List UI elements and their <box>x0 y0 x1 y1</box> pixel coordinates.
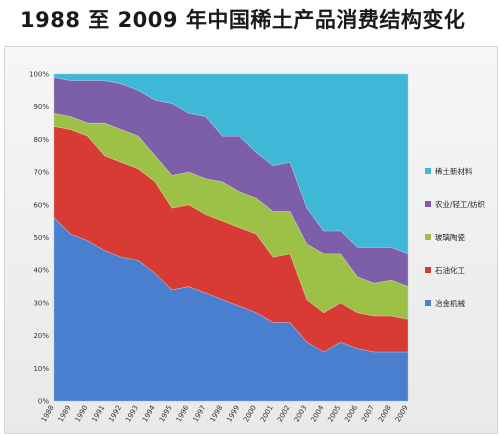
x-tick-label: 2002 <box>276 404 292 423</box>
x-tick-label: 2000 <box>242 404 258 423</box>
x-tick-label: 1993 <box>124 404 140 423</box>
x-tick-label: 2006 <box>343 404 359 424</box>
x-tick-label: 2009 <box>394 404 410 423</box>
area-series-4 <box>53 76 409 287</box>
x-tick-label: 1996 <box>175 404 191 424</box>
legend-swatch <box>425 300 431 306</box>
chart-title: 1988 至 2009 年中国稀土产品消费结构变化 <box>20 8 466 32</box>
area-series-5 <box>53 73 409 255</box>
legend-label: 农业/轻工/纺织 <box>435 199 486 209</box>
y-tick-label: 90% <box>33 103 49 111</box>
legend-swatch <box>425 234 431 240</box>
x-tick-label: 1992 <box>107 404 123 423</box>
y-tick-label: 70% <box>33 169 49 177</box>
legend-label: 冶金机械 <box>435 298 465 308</box>
x-tick-label: 1998 <box>208 404 224 423</box>
x-axis: 1988 1989 1990 1991 1992 1993 1994 1995 1996 1997… <box>40 404 410 424</box>
y-tick-label: 10% <box>33 365 49 373</box>
x-tick-label: 1994 <box>141 404 157 424</box>
x-tick-label: 1991 <box>90 404 106 423</box>
x-tick-label: 1990 <box>74 404 90 423</box>
x-tick-label: 2007 <box>360 404 376 423</box>
y-tick-label: 30% <box>33 299 49 307</box>
x-tick-label: 1988 <box>40 404 56 423</box>
x-tick-label: 2008 <box>377 404 393 423</box>
x-tick-label: 1999 <box>225 404 241 423</box>
y-tick-label: 60% <box>33 201 49 209</box>
legend-label: 石油化工 <box>435 265 465 275</box>
x-tick-label: 2005 <box>326 404 342 423</box>
x-tick-label: 1997 <box>192 404 208 423</box>
legend-swatch <box>425 168 431 174</box>
y-tick-label: 50% <box>33 234 49 242</box>
y-tick-label: 0% <box>38 398 49 406</box>
area-series-group <box>53 73 409 402</box>
y-tick-label: 20% <box>33 332 49 340</box>
area-series-1 <box>53 217 409 402</box>
y-tick-label: 40% <box>33 267 49 275</box>
x-tick-label: 1989 <box>57 404 73 423</box>
y-tick-label: 100% <box>29 71 49 79</box>
legend-label: 玻璃陶瓷 <box>435 232 465 242</box>
legend-label: 稀土新材料 <box>435 166 473 176</box>
legend-swatch <box>425 267 431 273</box>
y-tick-label: 80% <box>33 136 49 144</box>
x-tick-label: 2004 <box>310 404 326 424</box>
x-tick-label: 2001 <box>259 404 275 423</box>
x-tick-label: 2003 <box>293 404 309 423</box>
legend-swatch <box>425 201 431 207</box>
x-tick-label: 1995 <box>158 404 174 423</box>
y-axis: 0% 10% 20% 30% 40% 50% 60% 70% 80% 90% 100% <box>29 71 49 406</box>
